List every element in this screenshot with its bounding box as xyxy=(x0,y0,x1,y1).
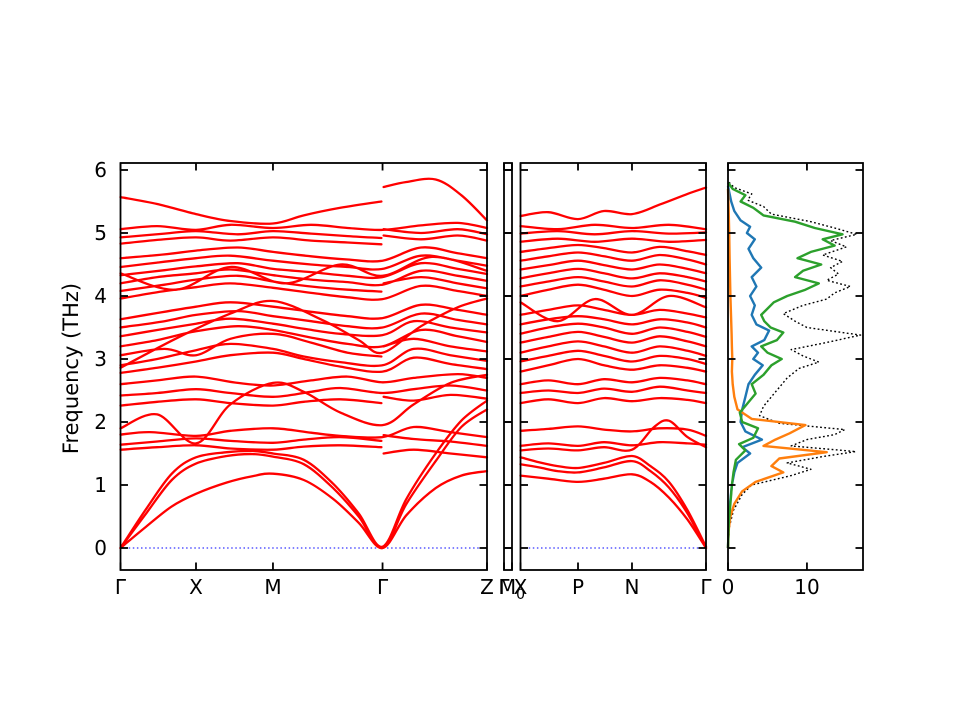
phonon-band xyxy=(382,228,489,236)
phonon-band xyxy=(519,454,708,548)
y-tick-label: 5 xyxy=(94,221,107,245)
x-tick-label: 0 xyxy=(722,575,735,599)
phonon-band xyxy=(519,243,708,257)
dos-curve-total-dos xyxy=(727,180,862,549)
phonon-band xyxy=(119,384,489,398)
y-tick-label: 3 xyxy=(94,347,107,371)
phonon-band xyxy=(119,246,489,263)
phonon-band xyxy=(119,195,383,225)
band-panel-mid: ΓM0 xyxy=(498,162,525,603)
phonon-band xyxy=(119,342,489,368)
phonon-band xyxy=(119,372,489,387)
dos-curve-pdos-green xyxy=(726,181,844,549)
phonon-band xyxy=(119,301,489,321)
phonon-band xyxy=(519,223,708,231)
phonon-band xyxy=(519,459,708,550)
phonon-band xyxy=(119,261,489,280)
phonon-band xyxy=(382,177,489,222)
axes-frame xyxy=(519,162,707,571)
x-tick-label: M xyxy=(264,575,281,599)
phonon-band xyxy=(119,317,489,338)
phonon-band xyxy=(119,373,489,445)
phonon-band xyxy=(382,337,489,353)
phonon-band xyxy=(519,396,708,405)
axes-frame xyxy=(727,162,864,571)
y-tick-label: 2 xyxy=(94,410,107,434)
y-tick-label: 1 xyxy=(94,473,107,497)
phonon-band xyxy=(519,259,708,275)
phonon-band xyxy=(519,267,708,283)
x-tick-label: Z xyxy=(480,575,494,599)
phonon-band xyxy=(519,322,708,339)
phonon-band xyxy=(519,275,708,291)
axes-frame xyxy=(503,162,513,571)
phonon-band xyxy=(119,236,383,246)
dos-panel: 0 10 xyxy=(722,162,864,599)
y-axis-title: Frequency (THz) xyxy=(59,283,83,454)
phonon-band xyxy=(519,294,708,323)
band-panel-1: 0 1 2 3 4 5 6 Γ X M Γ Z xyxy=(94,158,494,599)
phonon-band xyxy=(519,237,708,243)
phonon-band xyxy=(519,229,708,236)
phonon-band xyxy=(119,229,383,240)
x-tick-label: X xyxy=(189,575,203,599)
x-tick-label: P xyxy=(572,575,584,599)
phonon-band xyxy=(519,186,708,221)
axes-frame xyxy=(119,162,488,571)
phonon-band xyxy=(119,297,489,369)
phonon-band xyxy=(519,473,708,550)
phonon-band xyxy=(519,330,708,348)
x-tick-label: 10 xyxy=(794,575,819,599)
x-tick-label: X xyxy=(514,575,528,599)
phonon-band xyxy=(519,419,708,452)
x-tick-label: N xyxy=(625,575,640,599)
phonon-band xyxy=(382,275,489,290)
phonon-band xyxy=(119,332,383,358)
x-tick-label: Γ xyxy=(700,575,712,599)
phonon-band xyxy=(119,399,489,550)
phonon-band xyxy=(382,234,489,242)
phonon-band xyxy=(119,408,489,550)
phonon-band xyxy=(519,340,708,358)
phonon-band xyxy=(519,376,708,386)
phonon-band xyxy=(382,393,489,402)
phonon-band xyxy=(519,304,708,319)
phonon-band xyxy=(519,425,708,438)
dos-curve-pdos-orange xyxy=(726,188,828,549)
y-tick-label: 0 xyxy=(94,536,107,560)
phonon-band xyxy=(382,448,489,459)
phonon-band xyxy=(519,440,708,448)
phonon-band xyxy=(119,255,489,291)
phonon-band xyxy=(119,435,383,446)
phonon-band xyxy=(519,283,708,300)
phonon-band xyxy=(382,434,489,448)
y-tick-label: 4 xyxy=(94,284,107,308)
phonon-band xyxy=(119,351,489,375)
phonon-band xyxy=(119,221,489,232)
dos-curve-pdos-blue xyxy=(726,185,771,549)
phonon-band xyxy=(119,398,383,407)
y-tick-label: 6 xyxy=(94,158,107,182)
phonon-band xyxy=(119,444,383,451)
x-tick-label: Γ xyxy=(115,575,127,599)
phonon-band xyxy=(519,385,708,395)
phonon-band xyxy=(119,469,489,550)
phonon-band xyxy=(519,251,708,266)
phonon-band xyxy=(519,357,708,373)
phonon-band xyxy=(119,309,489,330)
x-tick-label: Γ xyxy=(498,575,510,599)
phonon-band xyxy=(519,349,708,366)
phonon-band xyxy=(119,268,489,287)
phonon-band xyxy=(119,274,383,293)
x-tick-label: Γ xyxy=(377,575,389,599)
